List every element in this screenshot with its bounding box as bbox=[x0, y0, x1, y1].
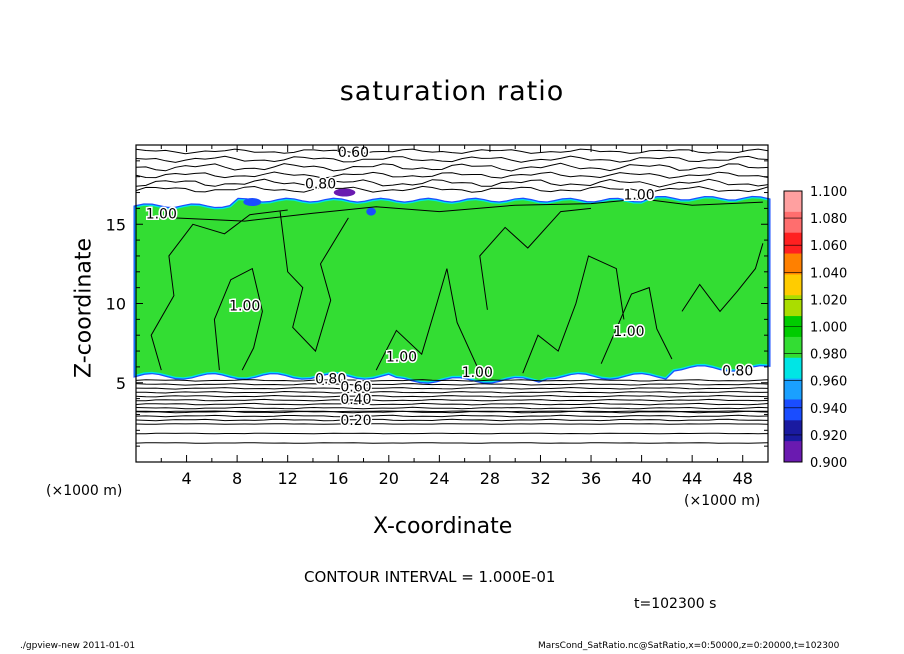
x-tick-label: 44 bbox=[682, 469, 702, 488]
contour-lower bbox=[135, 406, 769, 410]
contour-1.00 bbox=[600, 286, 673, 364]
contour-lower bbox=[135, 386, 769, 390]
contour-lower bbox=[135, 394, 769, 398]
colorbar-swatch bbox=[784, 274, 802, 296]
contour-label: 1.00 bbox=[613, 324, 644, 340]
x-tick-label: 32 bbox=[530, 469, 550, 488]
contour-lower bbox=[135, 423, 769, 425]
contour-label: 1.00 bbox=[386, 349, 417, 365]
colorbar-swatch bbox=[784, 232, 802, 254]
colorbar-label: 1.100 bbox=[810, 185, 847, 200]
footer-left-note: ./gpview-new 2011-01-01 bbox=[20, 641, 136, 651]
footer-right-note: MarsCond_SatRatio.nc@SatRatio,x=0:50000,… bbox=[538, 641, 840, 651]
contour-1.00 bbox=[479, 207, 592, 310]
colorbar-label: 0.900 bbox=[810, 456, 847, 471]
contour-upper bbox=[135, 178, 769, 188]
x-tick-label: 4 bbox=[181, 469, 191, 488]
y-tick-label: 15 bbox=[106, 215, 126, 234]
contour-label: 1.00 bbox=[146, 207, 177, 223]
colorbar-swatch bbox=[784, 378, 802, 400]
colorbar-label: 0.980 bbox=[810, 348, 847, 363]
contour-upper bbox=[135, 155, 769, 163]
contour-lower bbox=[136, 432, 769, 435]
contour-upper bbox=[135, 162, 769, 172]
contour-lower bbox=[135, 402, 769, 406]
x-tick-label: 8 bbox=[232, 469, 242, 488]
colorbar-label: 1.080 bbox=[810, 212, 847, 227]
plot-area: 0.600.801.001.001.001.001.001.000.800.60… bbox=[106, 143, 771, 488]
colorbar-swatch bbox=[784, 420, 802, 442]
contour-1.00 bbox=[213, 267, 263, 371]
x-tick-label: 20 bbox=[379, 469, 399, 488]
x-tick-label: 24 bbox=[429, 469, 449, 488]
sub-saturated-patch bbox=[333, 188, 356, 197]
contour-1.00 bbox=[279, 211, 349, 353]
y-tick-label: 10 bbox=[106, 295, 126, 314]
contour-1.00 bbox=[681, 243, 764, 313]
x-tick-label: 28 bbox=[480, 469, 500, 488]
colorbar-swatch bbox=[784, 357, 802, 380]
contour-label: 0.80 bbox=[722, 364, 753, 380]
contour-lower bbox=[136, 410, 768, 413]
contour-label: 0.20 bbox=[340, 413, 371, 429]
contour-upper bbox=[135, 171, 769, 179]
colorbar: 0.900 0.920 0.940 0.960 0.980 1.000 1.020 1.040… bbox=[783, 185, 847, 471]
contour-lower bbox=[135, 398, 769, 402]
x-tick-label: 12 bbox=[278, 469, 298, 488]
contour-lower bbox=[135, 383, 769, 386]
sub-saturated-patch bbox=[366, 207, 376, 216]
contour-1.00 bbox=[150, 209, 288, 371]
contour-label: 1.00 bbox=[462, 365, 493, 381]
colorbar-label: 0.960 bbox=[810, 375, 847, 390]
sub-saturated-patch bbox=[243, 198, 262, 207]
chart-title: saturation ratio bbox=[339, 76, 565, 107]
colorbar-swatch bbox=[784, 399, 802, 421]
contour-lower bbox=[135, 379, 769, 382]
contour-lower bbox=[135, 442, 769, 444]
colorbar-swatch bbox=[784, 191, 802, 213]
time-label: t=102300 s bbox=[634, 596, 717, 612]
colorbar-label: 1.060 bbox=[810, 239, 847, 254]
saturated-band bbox=[136, 198, 768, 382]
contour-label: 1.00 bbox=[229, 299, 260, 315]
contour-interval: CONTOUR INTERVAL = 1.000E-01 bbox=[304, 568, 556, 586]
colorbar-swatch bbox=[784, 211, 802, 234]
contour-label: 0.60 bbox=[338, 145, 369, 161]
contour-1.00 bbox=[173, 198, 763, 222]
x-tick-label: 16 bbox=[328, 469, 348, 488]
y-tick-label: 5 bbox=[116, 374, 126, 393]
x-tick-label: 48 bbox=[733, 469, 753, 488]
colorbar-label: 0.940 bbox=[810, 402, 847, 417]
colorbar-swatch bbox=[784, 441, 802, 463]
colorbar-swatch bbox=[784, 336, 802, 359]
contour-lower bbox=[135, 418, 769, 422]
contour-lower bbox=[135, 410, 769, 414]
y-axis-label: Z-coordinate bbox=[71, 238, 97, 378]
contour-label: 0.80 bbox=[315, 372, 346, 388]
contour-label: 1.00 bbox=[623, 188, 654, 204]
colorbar-label: 1.040 bbox=[810, 266, 847, 281]
contour-1.00 bbox=[522, 255, 625, 374]
colorbar-swatch bbox=[784, 253, 802, 275]
colorbar-swatch bbox=[784, 295, 802, 317]
contour-label: 0.80 bbox=[305, 177, 336, 193]
contour-1.00 bbox=[375, 268, 478, 371]
contour-label: 0.60 bbox=[340, 380, 371, 396]
colorbar-label: 1.000 bbox=[810, 321, 847, 336]
colorbar-label: 0.920 bbox=[810, 429, 847, 444]
contour-lower bbox=[135, 390, 769, 394]
contour-upper bbox=[135, 185, 769, 194]
contour-upper bbox=[135, 148, 769, 155]
x-tick-label: 40 bbox=[631, 469, 651, 488]
contour-label: 0.40 bbox=[340, 392, 371, 408]
x-unit-left: (×1000 m) bbox=[46, 483, 123, 499]
colorbar-label: 1.020 bbox=[810, 293, 847, 308]
x-axis-label: X-coordinate bbox=[373, 514, 513, 539]
contour-lower bbox=[135, 414, 769, 418]
x-tick-label: 36 bbox=[581, 469, 601, 488]
x-unit-right: (×1000 m) bbox=[684, 493, 761, 509]
